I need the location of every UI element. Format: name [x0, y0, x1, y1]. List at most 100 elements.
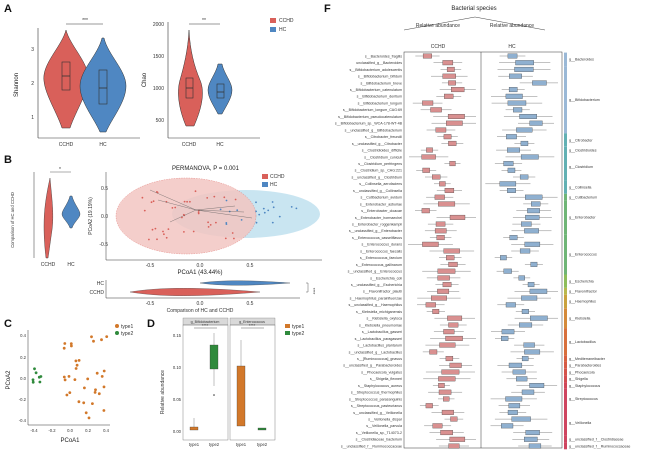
- c-point: [92, 339, 95, 343]
- d-facet-1: g_Bifidobacterium: [191, 320, 220, 324]
- f-box: [506, 134, 517, 140]
- f-species-label: s__Collinsella_aerofaciens: [359, 182, 402, 186]
- chao-tick-500: 500: [156, 118, 165, 124]
- f-genus-label: g__Clostridium: [569, 165, 593, 169]
- panel-label-f: F: [324, 3, 331, 15]
- c-scatter-points: [31, 335, 109, 420]
- f-box: [501, 423, 514, 429]
- f-species-label: s__unclassified_g__Clostridium: [351, 175, 402, 179]
- f-genus-label: g__Veillonella: [569, 421, 591, 425]
- f-box: [432, 309, 440, 314]
- f-box: [521, 356, 529, 362]
- chao-tick-2000: 2000: [153, 22, 164, 28]
- f-genus-bar: [564, 146, 567, 154]
- f-box: [515, 60, 534, 66]
- c-ytick-1: 0.4: [20, 333, 26, 338]
- f-box: [512, 369, 526, 375]
- chao-violin-hc: [207, 63, 233, 115]
- b-point: [267, 209, 270, 212]
- f-box: [447, 315, 463, 321]
- f-box: [449, 214, 466, 220]
- f-genus-bar: [564, 294, 567, 309]
- c-point: [82, 401, 86, 405]
- f-species-label: s__Enterobacter_roggenkampii: [352, 223, 402, 227]
- b-arrows: [149, 189, 253, 223]
- f-box: [448, 140, 457, 146]
- c-point: [63, 378, 67, 382]
- f-species-label: s__Bifidobacterium_breve: [360, 81, 402, 85]
- d-cat-2b: type2: [257, 442, 268, 447]
- panel-d: Relative abundance 0.00 0.05 0.10 0.15 g…: [160, 317, 304, 447]
- f-box: [438, 389, 452, 395]
- c-point: [74, 367, 78, 370]
- f-box: [529, 120, 543, 126]
- f-box: [446, 255, 455, 261]
- f-species-label: s__Bifidobacterium_adolescentis: [349, 68, 402, 72]
- d-cat-1a: type1: [189, 442, 200, 447]
- f-box: [513, 107, 523, 113]
- f-box: [449, 161, 456, 167]
- f-box: [438, 376, 456, 382]
- f-genus-label: g__Shigella: [569, 377, 588, 381]
- f-box: [519, 114, 537, 119]
- f-box: [422, 167, 430, 173]
- chao-tick-1500: 1500: [153, 54, 164, 60]
- f-box: [523, 342, 535, 348]
- b-left-sig: *: [59, 167, 61, 173]
- f-box: [421, 208, 430, 214]
- b-point: [262, 207, 265, 210]
- b-point: [234, 198, 237, 201]
- f-species-label: s__Veillonella_parvula: [366, 424, 402, 428]
- d-ytick-3: 0.15: [173, 333, 182, 338]
- c-point: [68, 391, 72, 394]
- c-point: [102, 385, 106, 389]
- f-species-label: s__Bifidobacterium_dentium: [357, 95, 402, 99]
- legend-d-type1: type1: [292, 324, 304, 330]
- b-xtick-0: 0.0: [197, 263, 204, 269]
- d-box-bifido-type2: [209, 344, 219, 370]
- b-point: [215, 221, 217, 224]
- f-box: [426, 147, 433, 153]
- legend-d-type2: type2: [292, 331, 304, 337]
- b-ytick-pos: 0.5: [101, 186, 108, 192]
- f-box: [507, 188, 516, 193]
- f-box: [443, 248, 460, 254]
- b-point: [219, 208, 222, 211]
- b-bottom-sig: ****: [311, 288, 316, 295]
- f-species-label: s__Bifidobacterium_pseudocatenulatum: [338, 115, 402, 119]
- panel-label-d: D: [147, 318, 155, 330]
- f-species-label: s__unclassified_g__Parabacteroides: [343, 364, 402, 368]
- shannon-tick-2: 2: [31, 81, 34, 87]
- f-box: [511, 416, 531, 422]
- f-left-header: Relative abundance: [416, 23, 460, 29]
- b-bottom-xtick-0: 0.0: [197, 301, 204, 307]
- f-species-label: unclassified_g__Bacteroides: [356, 61, 402, 65]
- f-genus-label: g__Haemophilus: [569, 300, 596, 304]
- f-genus-bar: [564, 388, 567, 409]
- f-species-label: s__Bifidobacterium_longum_CAG:69: [343, 108, 402, 112]
- b-permanova: PERMANOVA, P = 0.001: [172, 166, 240, 172]
- chao-cat-hc: HC: [216, 142, 224, 148]
- f-species-label: s__Lactobacillus_plantarum: [357, 344, 402, 348]
- b-bottom-cat-cchd: CCHD: [90, 290, 105, 296]
- f-genus-bar: [564, 234, 567, 275]
- f-box: [446, 120, 463, 126]
- f-box: [532, 80, 547, 86]
- f-box: [422, 53, 432, 59]
- f-box: [437, 275, 450, 281]
- d-facet-2: g_Enterococcus: [239, 320, 265, 324]
- f-box: [507, 53, 518, 59]
- f-genus-label: g__Mediterraneibacter: [569, 357, 606, 361]
- f-species-label: s__Enterococcus_durans: [361, 243, 402, 247]
- f-genus-bar: [564, 200, 567, 235]
- legend-c-type1: type1: [121, 324, 133, 330]
- c-point: [87, 416, 91, 420]
- b-left-cat-cchd: CCHD: [41, 262, 56, 268]
- c-point: [77, 400, 81, 404]
- c-point: [102, 369, 106, 373]
- f-box: [442, 60, 454, 66]
- f-genus-label: g__Staphylococcus: [569, 384, 600, 388]
- b-bottom-violin-hc: [199, 280, 291, 286]
- f-species-label: s__unclassified_g__Bifidobacterium: [345, 128, 402, 132]
- f-species-label: s__Bifidobacterium_bifidum: [358, 75, 402, 79]
